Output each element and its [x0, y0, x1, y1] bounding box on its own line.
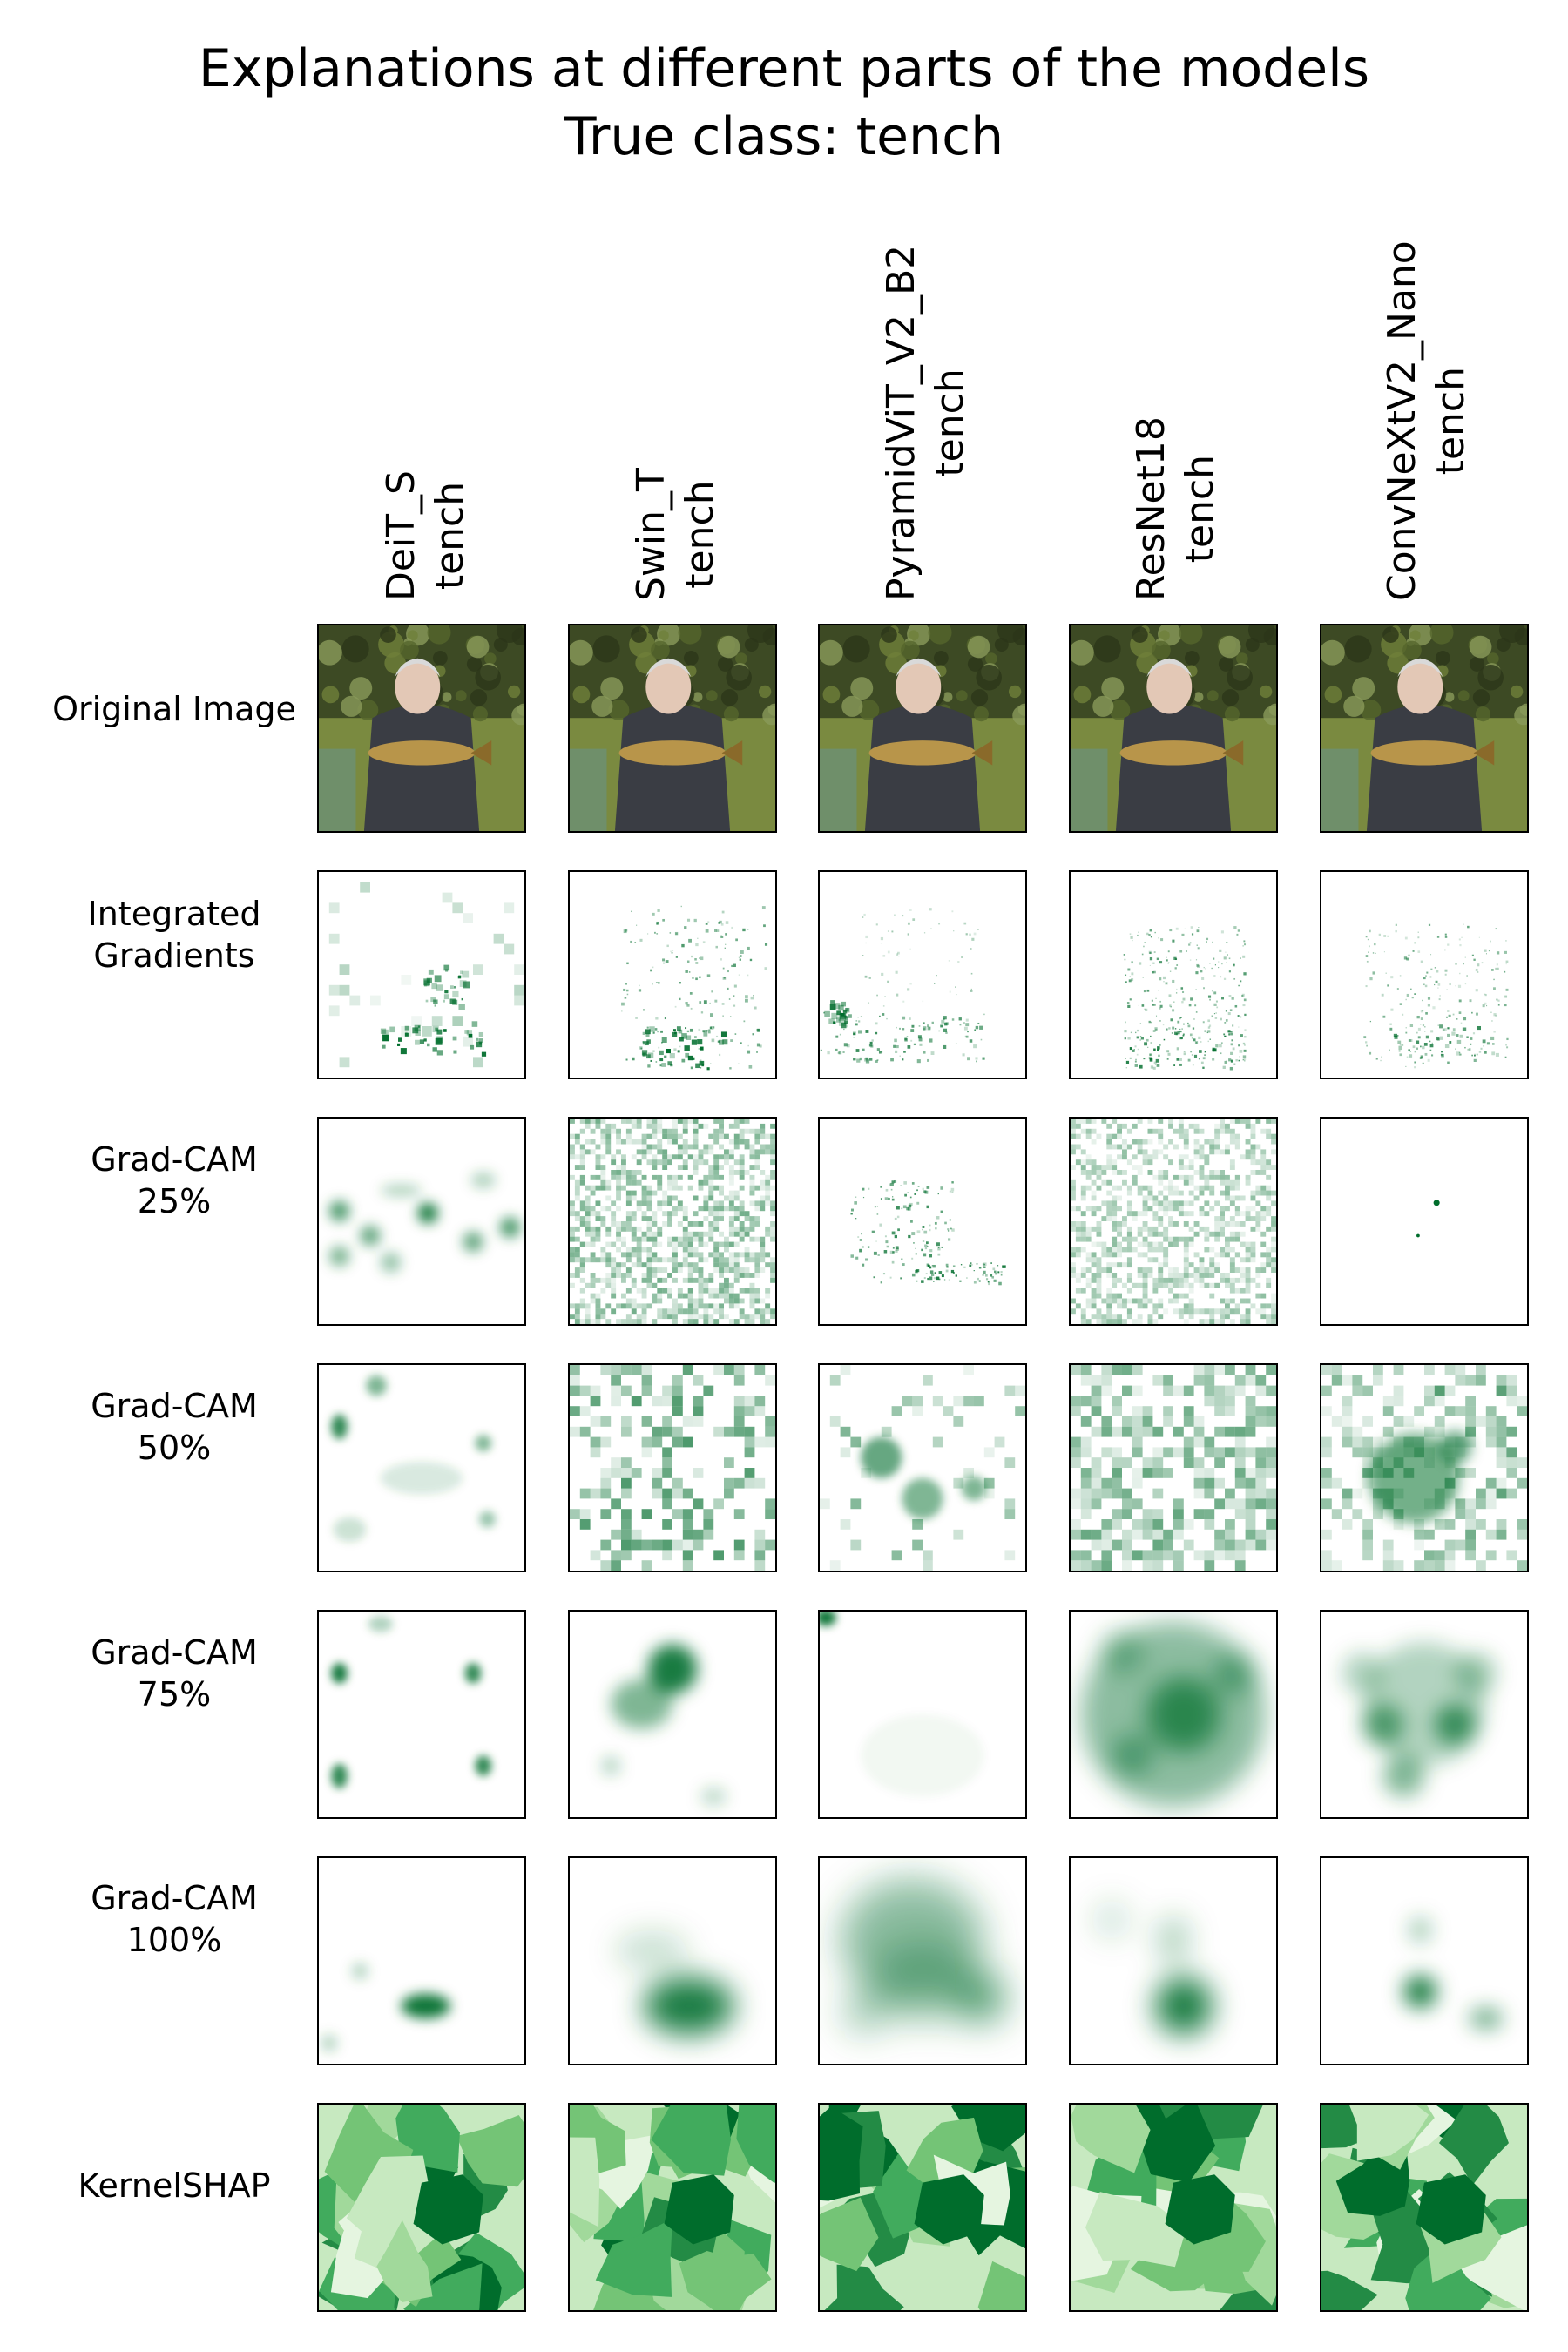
row-label-gradcam-100: Grad-CAM 100% — [91, 1879, 258, 1959]
heatmap — [328, 1172, 521, 1273]
gc100-cell-1 — [317, 1856, 526, 2065]
gc25-cell-5 — [1320, 1117, 1529, 1326]
gc50-cell-3 — [818, 1363, 1027, 1572]
row-label-gradcam-25: Grad-CAM 25% — [91, 1140, 258, 1220]
model-prediction: tench — [1429, 366, 1473, 476]
model-prediction: tench — [428, 481, 472, 591]
gc100-cell-2 — [568, 1856, 777, 2065]
ig-cell-3 — [818, 870, 1027, 1079]
row-label-gradcam-50: Grad-CAM 50% — [91, 1387, 258, 1467]
gc50-cell-4 — [1069, 1363, 1278, 1572]
gc25-cell-4 — [1069, 1117, 1278, 1326]
kshap-cell-4 — [1069, 2103, 1278, 2312]
row-label-original-image: Original Image — [52, 690, 296, 728]
heatmap — [1416, 1200, 1440, 1238]
original-image — [1321, 625, 1527, 831]
gc25-cell-2 — [568, 1117, 777, 1326]
ig-cell-1 — [317, 870, 526, 1079]
model-prediction: tench — [1178, 454, 1222, 564]
kernelshap-map — [1071, 2105, 1276, 2310]
ig-cell-5 — [1320, 870, 1529, 1079]
heatmap — [570, 1365, 775, 1571]
heatmap — [570, 1119, 775, 1324]
kshap-cell-5 — [1320, 2103, 1529, 2312]
model-name: ConvNeXtV2_Nano — [1380, 240, 1424, 601]
kshap-cell-3 — [818, 2103, 1027, 2312]
ig-cell-2 — [568, 870, 777, 1079]
model-name: ResNet18 — [1129, 416, 1173, 601]
heatmap — [621, 905, 768, 1071]
heatmap — [1091, 1899, 1213, 2035]
title-line-2: True class: tench — [564, 106, 1004, 167]
heatmap — [820, 1365, 1025, 1571]
gc100-cell-3 — [818, 1856, 1027, 2065]
heatmap — [331, 1375, 496, 1542]
gc50-cell-2 — [568, 1363, 777, 1572]
kernelshap-map — [820, 2105, 1025, 2310]
heatmap — [1363, 923, 1509, 1069]
model-name: PyramidViT_V2_B2 — [879, 244, 923, 601]
heatmap — [840, 1878, 1005, 2033]
heatmap — [820, 908, 985, 1064]
gc75-cell-5 — [1320, 1610, 1529, 1819]
ig-cell-4 — [1069, 870, 1278, 1079]
heatmap — [321, 1963, 451, 2051]
kshap-cell-1 — [317, 2103, 526, 2312]
gc100-cell-4 — [1069, 1856, 1278, 2065]
heatmap — [1321, 1365, 1527, 1571]
gc50-cell-1 — [317, 1363, 526, 1572]
original-cell-4 — [1069, 624, 1278, 833]
original-image — [319, 625, 524, 831]
model-name: Swin_T — [629, 468, 673, 601]
figure-title: Explanations at different parts of the m… — [0, 35, 1568, 171]
heatmap — [614, 1930, 734, 2035]
kernelshap-map — [1321, 2105, 1527, 2310]
original-image — [570, 625, 775, 831]
model-prediction: tench — [678, 480, 722, 589]
heatmap — [331, 1615, 492, 1788]
row-label-kernelshap: KernelSHAP — [78, 2166, 271, 2205]
heatmap — [820, 1612, 984, 1797]
heatmap — [602, 1644, 727, 1805]
original-cell-2 — [568, 624, 777, 833]
gc25-cell-1 — [317, 1117, 526, 1326]
row-label-gradcam-75: Grad-CAM 75% — [91, 1633, 258, 1713]
original-cell-3 — [818, 624, 1027, 833]
gc25-cell-3 — [818, 1117, 1027, 1326]
row-label-integrated-gradients: Integrated Gradients — [87, 895, 261, 975]
gc100-cell-5 — [1320, 1856, 1529, 2065]
original-cell-5 — [1320, 624, 1529, 833]
gc50-cell-5 — [1320, 1363, 1529, 1572]
model-name: DeiT_S — [379, 470, 423, 601]
heatmap — [1080, 1621, 1267, 1808]
heatmap — [850, 1179, 1006, 1286]
kernelshap-map — [319, 2105, 524, 2310]
original-image — [820, 625, 1025, 831]
gc75-cell-3 — [818, 1610, 1027, 1819]
original-cell-1 — [317, 624, 526, 833]
heatmap — [1071, 1365, 1276, 1571]
heatmap — [328, 882, 524, 1068]
model-prediction: tench — [928, 368, 972, 477]
heatmap — [1403, 1917, 1503, 2029]
gc75-cell-4 — [1069, 1610, 1278, 1819]
kshap-cell-2 — [568, 2103, 777, 2312]
gc75-cell-1 — [317, 1610, 526, 1819]
heatmap — [1071, 1119, 1276, 1324]
original-image — [1071, 625, 1276, 831]
kernelshap-map — [570, 2105, 775, 2310]
heatmap — [1123, 926, 1247, 1071]
heatmap — [1342, 1642, 1497, 1797]
gc75-cell-2 — [568, 1610, 777, 1819]
title-line-1: Explanations at different parts of the m… — [198, 38, 1370, 99]
